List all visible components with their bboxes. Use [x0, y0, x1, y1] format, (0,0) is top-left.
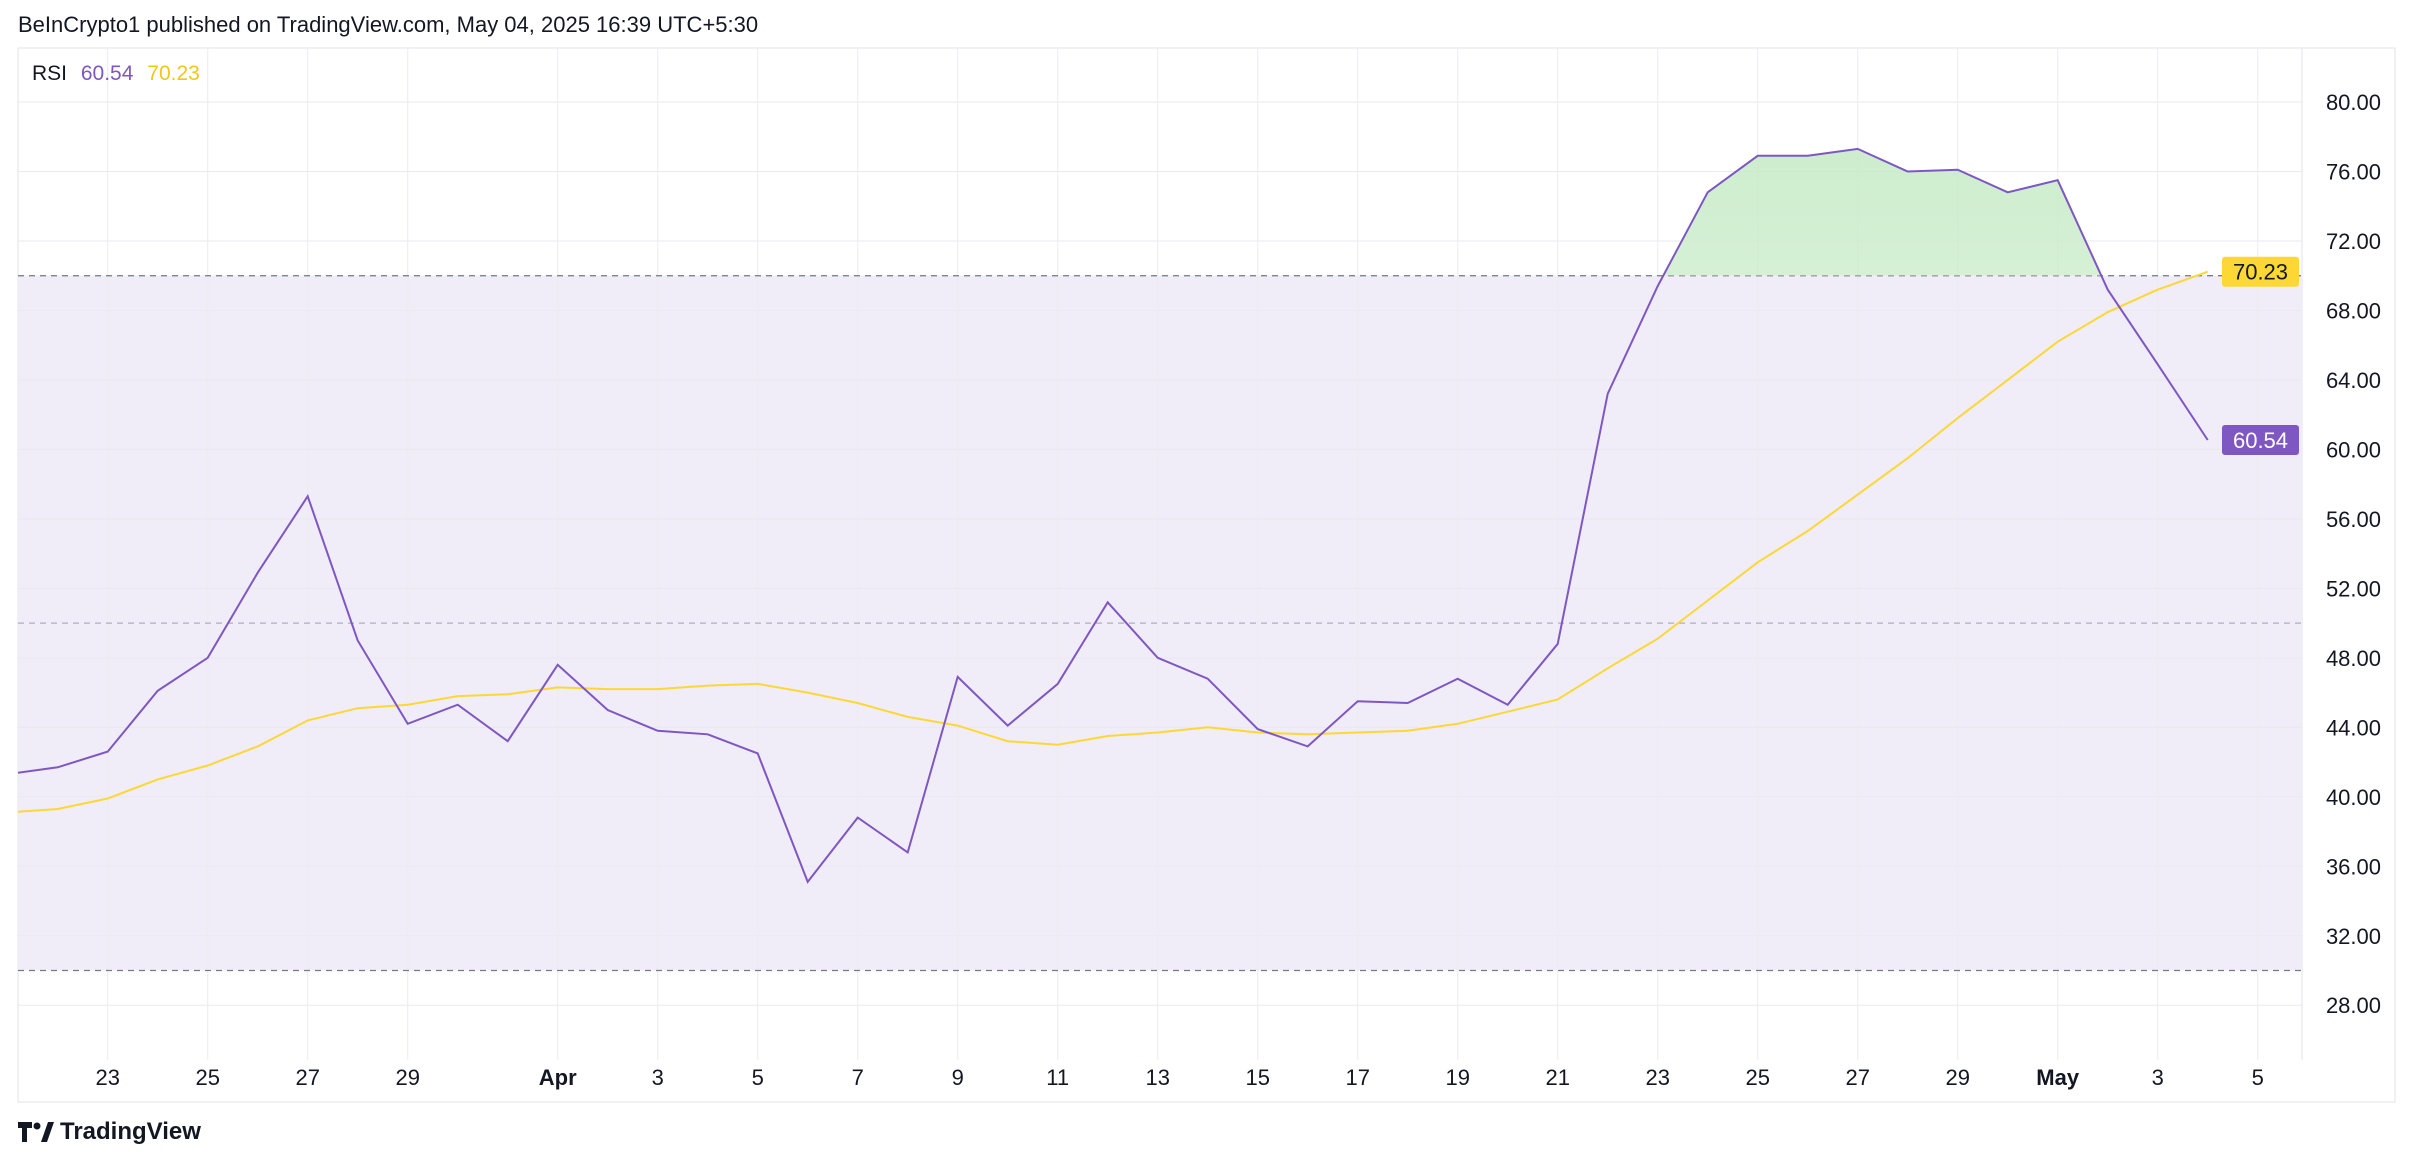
- y-tick-label: 40.00: [2326, 785, 2381, 810]
- y-tick-label: 56.00: [2326, 507, 2381, 532]
- tradingview-logo-text: TradingView: [60, 1118, 201, 1145]
- x-tick-label: 23: [1645, 1065, 1669, 1090]
- x-tick-label: May: [2036, 1065, 2080, 1090]
- x-tick-label: 19: [1445, 1065, 1469, 1090]
- x-tick-label: 15: [1245, 1065, 1269, 1090]
- x-tick-label: 3: [2152, 1065, 2164, 1090]
- x-tick-label: 5: [752, 1065, 764, 1090]
- indicator-legend[interactable]: RSI 60.54 70.23: [32, 62, 208, 86]
- y-tick-label: 48.00: [2326, 646, 2381, 671]
- tradingview-logo-icon: [18, 1122, 54, 1142]
- y-tick-label: 52.00: [2326, 576, 2381, 601]
- x-tick-label: 5: [2252, 1065, 2264, 1090]
- x-tick-label: 9: [952, 1065, 964, 1090]
- x-tick-label: 13: [1145, 1065, 1169, 1090]
- x-tick-label: 21: [1545, 1065, 1569, 1090]
- publish-info: BeInCrypto1 published on TradingView.com…: [18, 12, 759, 37]
- x-tick-label: 17: [1345, 1065, 1369, 1090]
- y-tick-label: 64.00: [2326, 368, 2381, 393]
- y-tick-label: 68.00: [2326, 298, 2381, 323]
- y-tick-label: 72.00: [2326, 229, 2381, 254]
- x-tick-label: 23: [95, 1065, 119, 1090]
- x-tick-label: 29: [1945, 1065, 1969, 1090]
- ma-line: [18, 270, 2209, 813]
- x-tick-label: 25: [195, 1065, 219, 1090]
- x-tick-label: 29: [395, 1065, 419, 1090]
- y-tick-label: 76.00: [2326, 159, 2381, 184]
- last-value-label: 70.23: [2233, 260, 2288, 285]
- y-tick-label: 80.00: [2326, 90, 2381, 115]
- x-tick-label: 25: [1745, 1065, 1769, 1090]
- x-tick-label: 11: [1046, 1065, 1069, 1090]
- y-tick-label: 60.00: [2326, 437, 2381, 462]
- x-tick-label: 27: [295, 1065, 319, 1090]
- last-value-badge: [2222, 425, 2299, 456]
- overbought-fill: [18, 148, 2208, 276]
- legend-ma-value: 70.23: [147, 62, 200, 85]
- y-tick-label: 32.00: [2326, 924, 2381, 949]
- y-tick-label: 44.00: [2326, 715, 2381, 740]
- plot-area: [18, 48, 2302, 1060]
- x-tick-label: Apr: [539, 1065, 577, 1090]
- y-tick-label: 36.00: [2326, 854, 2381, 879]
- last-value-label: 60.54: [2233, 428, 2288, 453]
- x-tick-label: 27: [1845, 1065, 1869, 1090]
- last-value-badge: [2222, 256, 2299, 287]
- y-tick-label: 28.00: [2326, 993, 2381, 1018]
- x-tick-label: 7: [852, 1065, 864, 1090]
- legend-name: RSI: [32, 62, 68, 85]
- legend-rsi-value: 60.54: [80, 62, 134, 85]
- rsi-line: [18, 147, 2209, 884]
- tradingview-logo[interactable]: TradingView: [18, 1118, 201, 1146]
- x-tick-label: 3: [652, 1065, 664, 1090]
